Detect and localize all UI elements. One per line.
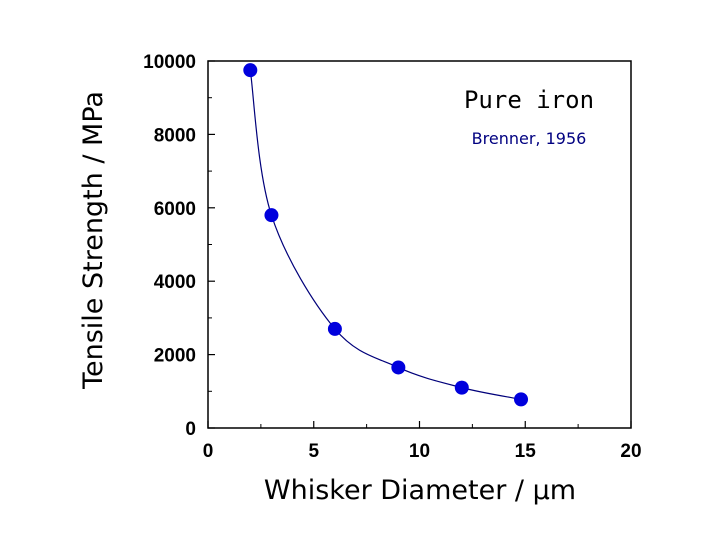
y-tick-label: 2000 — [154, 346, 196, 367]
data-point — [243, 63, 258, 78]
x-axis-title: Whisker Diameter / μm — [264, 475, 576, 506]
x-tick-label: 15 — [515, 441, 537, 462]
annotation-citation: Brenner, 1956 — [472, 129, 587, 148]
y-axis-title: Tensile Strength / MPa — [78, 91, 109, 390]
y-tick-label: 4000 — [154, 272, 196, 293]
plot-frame — [207, 60, 632, 429]
x-tick-label: 0 — [203, 441, 214, 462]
y-axis-ticks: 0 2000 4000 6000 8000 10000 — [143, 52, 215, 440]
y-tick-label: 6000 — [154, 199, 196, 220]
x-tick-label: 10 — [409, 441, 430, 462]
annotation-title: Pure iron — [464, 86, 594, 114]
y-tick-label: 10000 — [143, 52, 196, 73]
y-tick-label: 0 — [185, 419, 196, 440]
data-point — [327, 321, 342, 336]
data-point — [454, 380, 469, 395]
fit-curve — [249, 70, 522, 400]
y-tick-label: 8000 — [154, 125, 196, 146]
data-point — [514, 392, 529, 407]
data-point — [264, 208, 279, 223]
data-point — [391, 360, 406, 375]
x-axis-ticks: 0 5 10 15 20 — [203, 421, 642, 462]
x-tick-label: 5 — [308, 441, 319, 462]
x-tick-label: 20 — [620, 441, 641, 462]
data-points — [243, 63, 529, 407]
